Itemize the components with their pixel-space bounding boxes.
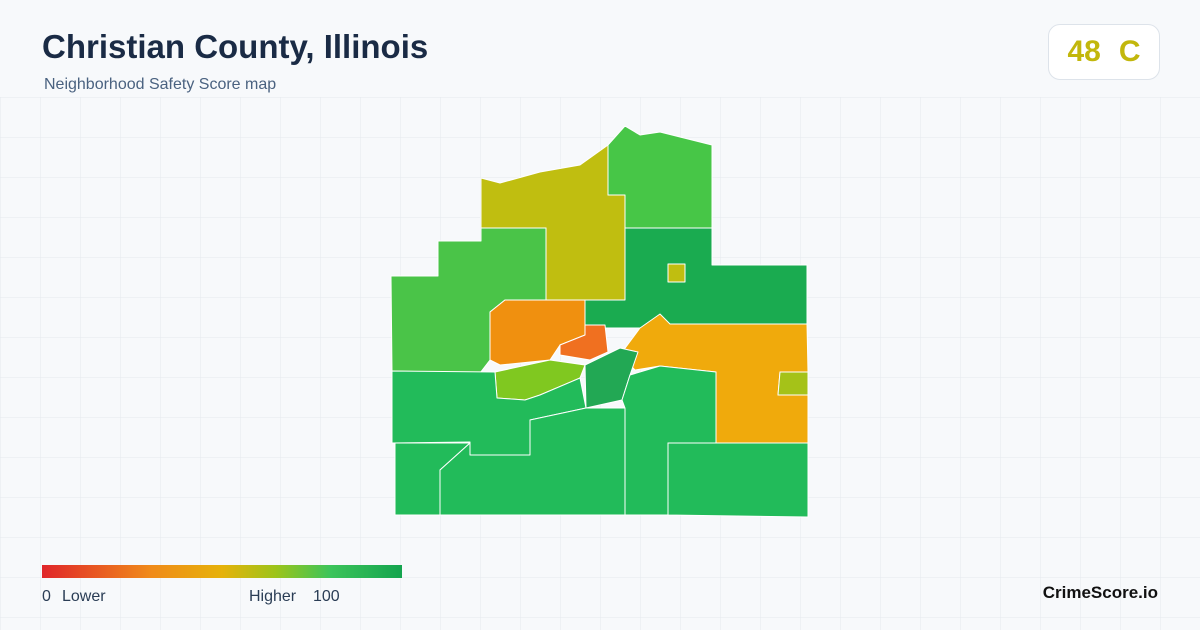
legend-low: Lower <box>62 588 106 605</box>
legend-high: Higher <box>249 588 297 605</box>
region <box>607 125 713 229</box>
county-regions <box>390 125 809 518</box>
region <box>667 263 686 283</box>
region <box>621 365 717 516</box>
title: Christian County, Illinois <box>42 28 429 65</box>
grade: C <box>1118 35 1141 68</box>
score: 48 <box>1067 35 1101 68</box>
legend-gradient <box>42 565 402 578</box>
region <box>439 407 626 516</box>
subtitle: Neighborhood Safety Score map <box>44 76 277 93</box>
region <box>667 442 809 518</box>
score-badge: 48 C <box>1048 24 1160 80</box>
region <box>777 371 809 396</box>
brand: CrimeScore.io <box>1042 583 1158 602</box>
region <box>559 324 609 361</box>
legend-min: 0 <box>42 588 51 605</box>
legend-max: 100 <box>313 588 340 605</box>
